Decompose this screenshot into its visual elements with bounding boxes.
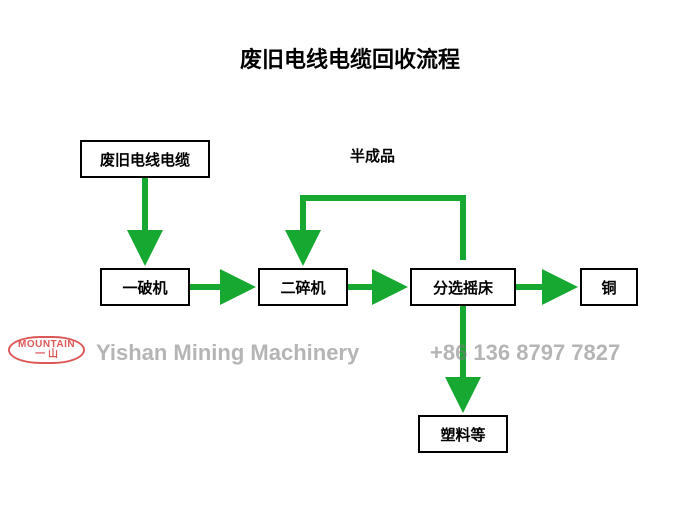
node-input: 废旧电线电缆 (80, 140, 210, 178)
node-plastic-label: 塑料等 (440, 424, 485, 445)
watermark-logo: MOUNTAIN 一 山 (8, 336, 85, 364)
watermark-company: Yishan Mining Machinery (96, 340, 359, 366)
node-semi-label: 半成品 (350, 148, 395, 165)
node-sorter-label: 分选摇床 (433, 277, 493, 298)
logo-bottom-text: 一 山 (18, 350, 75, 360)
arrow-semi-feedback (303, 198, 463, 260)
node-semi: 半成品 (350, 145, 395, 166)
node-crush1: 一破机 (100, 268, 190, 306)
node-copper: 铜 (580, 268, 638, 306)
node-sorter: 分选摇床 (410, 268, 516, 306)
node-crush2-label: 二碎机 (280, 277, 325, 298)
arrows-layer (0, 0, 700, 525)
node-crush1-label: 一破机 (122, 277, 167, 298)
node-input-label: 废旧电线电缆 (100, 149, 190, 170)
diagram-canvas: 废旧电线电缆回收流程 废旧电线电缆 半成品 一破机 二碎机 分选摇床 铜 塑料等 (0, 0, 700, 525)
watermark-phone: +86 136 8797 7827 (430, 340, 620, 366)
node-copper-label: 铜 (601, 277, 616, 298)
logo-badge: MOUNTAIN 一 山 (8, 336, 85, 364)
node-plastic: 塑料等 (418, 415, 508, 453)
diagram-title: 废旧电线电缆回收流程 (0, 42, 700, 74)
node-crush2: 二碎机 (258, 268, 348, 306)
